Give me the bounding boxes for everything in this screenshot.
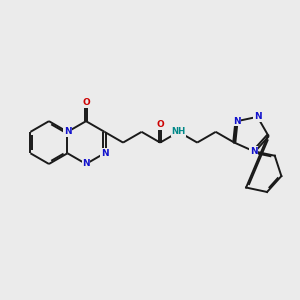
Text: O: O <box>82 98 90 107</box>
Text: O: O <box>156 120 164 129</box>
Text: N: N <box>250 147 258 156</box>
Text: NH: NH <box>172 128 186 136</box>
Text: N: N <box>233 117 240 126</box>
Text: N: N <box>254 112 261 121</box>
Text: N: N <box>64 128 71 136</box>
Text: N: N <box>101 149 108 158</box>
Text: N: N <box>82 160 90 169</box>
